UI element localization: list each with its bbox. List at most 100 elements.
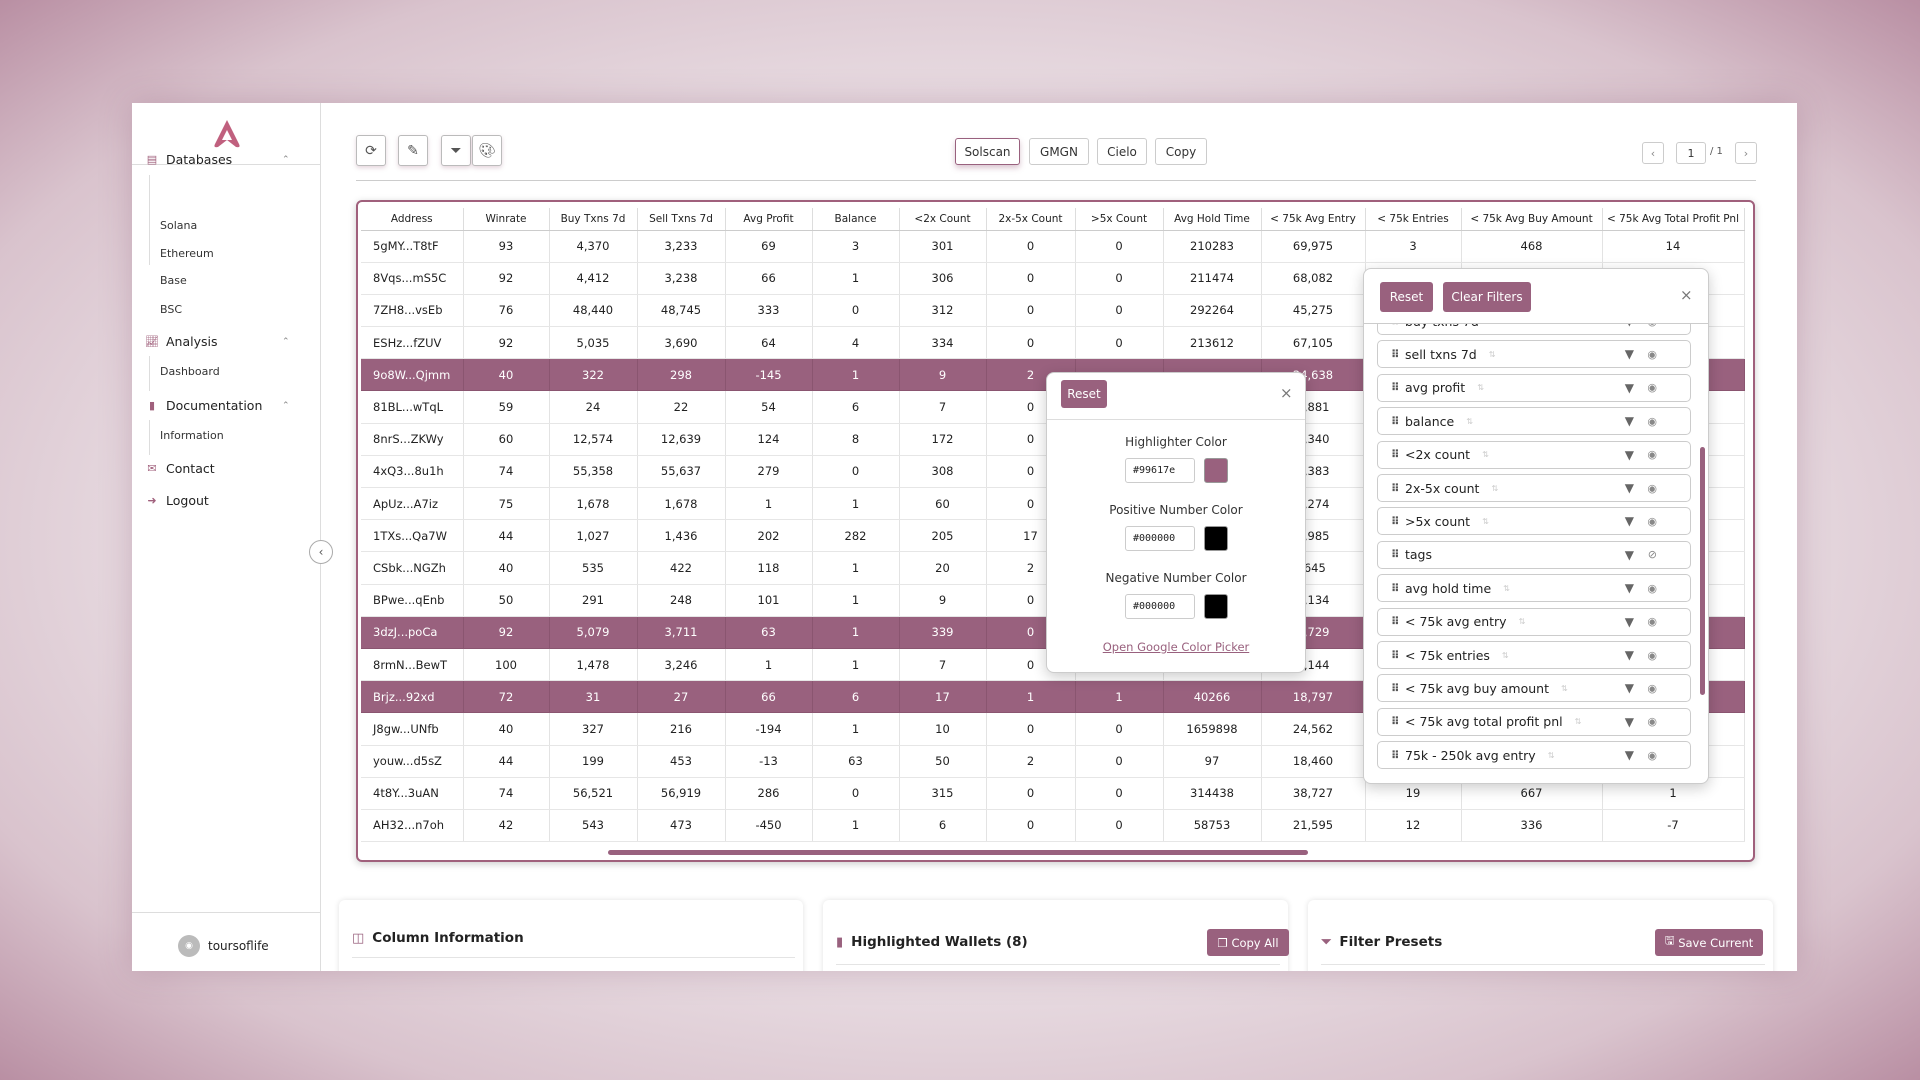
drag-handle-icon[interactable]: ⠿ — [1391, 414, 1400, 428]
drag-handle-icon[interactable]: ⠿ — [1391, 514, 1400, 528]
eye-icon[interactable]: ◉ — [1647, 448, 1657, 462]
filter-icon[interactable]: ▼ — [1624, 614, 1634, 629]
palette-button[interactable]: 🎨︎ — [472, 135, 502, 166]
sort-icon[interactable]: ⇅ — [1574, 717, 1582, 727]
wallet-address-cell[interactable]: 8rmN...BewT — [361, 648, 464, 682]
column-header[interactable]: 2x-5x Count — [986, 208, 1076, 231]
column-item[interactable]: ⠿ >5x count ⇅ ▼ ◉ — [1377, 507, 1691, 536]
filter-icon[interactable]: ▼ — [1624, 380, 1634, 395]
column-header[interactable]: >5x Count — [1075, 208, 1164, 231]
sort-icon[interactable]: ⇅ — [1547, 750, 1555, 760]
filter-reset-button[interactable]: Reset — [1380, 282, 1433, 312]
sort-icon[interactable]: ⇅ — [1503, 583, 1510, 593]
sort-icon[interactable]: ⇅ — [1561, 683, 1568, 693]
table-row[interactable]: 8Vqs...mS5C 92 4,412 3,238 66 1 306 0 0 211474 68,… — [361, 262, 1745, 295]
eye-icon[interactable]: ◉ — [1647, 615, 1657, 629]
column-header[interactable]: Avg Hold Time — [1163, 208, 1262, 231]
positive-color-input[interactable]: #000000 — [1125, 526, 1195, 551]
column-item[interactable]: ⠿ tags ▼ ⊘ — [1377, 540, 1691, 569]
drag-handle-icon[interactable]: ⠿ — [1391, 715, 1400, 729]
eye-icon[interactable]: ◉ — [1647, 715, 1657, 729]
drag-handle-icon[interactable]: ⠿ — [1391, 448, 1400, 462]
sidebar-item-solana[interactable]: Solana — [160, 219, 198, 232]
positive-color-swatch[interactable] — [1204, 526, 1228, 551]
filter-button[interactable]: ⏷ — [441, 135, 471, 166]
wallet-address-cell[interactable]: 4xQ3...8u1h — [361, 455, 464, 489]
drag-handle-icon[interactable]: ⠿ — [1391, 548, 1400, 562]
solscan-button[interactable]: Solscan — [955, 138, 1020, 165]
column-header[interactable]: < 75k Avg Entry — [1261, 208, 1366, 231]
eye-icon[interactable]: ◉ — [1647, 748, 1657, 762]
wallet-address-cell[interactable]: ApUz...A7iz — [361, 487, 464, 521]
column-header[interactable]: < 75k Avg Total Profit Pnl — [1602, 208, 1745, 231]
column-item[interactable]: ⠿ < 75k entries ⇅ ▼ ◉ — [1377, 641, 1691, 669]
sort-icon[interactable]: ⇅ — [1482, 450, 1489, 460]
prev-page-button[interactable]: ‹ — [1642, 142, 1664, 164]
eye-icon[interactable]: ◉ — [1647, 681, 1657, 695]
sort-icon[interactable]: ⇅ — [1501, 650, 1509, 660]
filter-icon[interactable]: ▼ — [1624, 714, 1634, 729]
sidebar-item-information[interactable]: Information — [160, 429, 224, 442]
column-header[interactable]: Buy Txns 7d — [549, 208, 638, 231]
sidebar-item-contact[interactable]: ✉ Contact — [146, 461, 214, 476]
sidebar-item-bsc[interactable]: BSC — [160, 303, 183, 316]
drag-handle-icon[interactable]: ⠿ — [1391, 481, 1400, 495]
edit-button[interactable]: ✎ — [398, 135, 428, 166]
column-item[interactable]: ⠿buy txns 7d ⇅ ▼ ◉ — [1377, 324, 1691, 335]
column-item[interactable]: ⠿ avg profit ⇅ ▼ ◉ — [1377, 373, 1691, 402]
wallet-address-cell[interactable]: 8Vqs...mS5C — [361, 262, 464, 295]
column-item[interactable]: ⠿ sell txns 7d ⇅ ▼ ◉ — [1377, 340, 1691, 369]
sort-icon[interactable]: ⇅ — [1491, 483, 1499, 493]
drag-handle-icon[interactable]: ⠿ — [1391, 681, 1400, 695]
eye-icon[interactable]: ◉ — [1647, 481, 1657, 495]
drag-handle-icon[interactable]: ⠿ — [1391, 347, 1400, 361]
negative-color-swatch[interactable] — [1204, 594, 1228, 619]
column-item[interactable]: ⠿ 2x-5x count ⇅ ▼ ◉ — [1377, 474, 1691, 502]
table-row[interactable]: 5gMY...T8tF 93 4,370 3,233 69 3 301 0 0 210283 69,… — [361, 230, 1745, 263]
next-page-button[interactable]: › — [1735, 142, 1757, 164]
sidebar-section-documentation[interactable]: ▮ Documentation ⌃ — [146, 398, 290, 413]
google-color-picker-link[interactable]: Open Google Color Picker — [1102, 640, 1250, 654]
column-header[interactable]: Sell Txns 7d — [637, 208, 726, 231]
cielo-button[interactable]: Cielo — [1097, 138, 1147, 165]
drag-handle-icon[interactable]: ⠿ — [1391, 748, 1400, 762]
column-header[interactable]: Balance — [812, 208, 900, 231]
wallet-address-cell[interactable]: AH32...n7oh — [361, 809, 464, 843]
drag-handle-icon[interactable]: ⠿ — [1391, 648, 1400, 662]
filter-icon[interactable]: ▼ — [1624, 447, 1634, 462]
filter-icon[interactable]: ▼ — [1624, 481, 1634, 495]
wallet-address-cell[interactable]: 8nrS...ZKWy — [361, 423, 464, 456]
column-header[interactable]: <2x Count — [899, 208, 987, 231]
wallet-address-cell[interactable]: Brjz...92xd — [361, 680, 464, 714]
horizontal-scrollbar[interactable] — [608, 850, 1308, 855]
filter-icon[interactable]: ▼ — [1624, 681, 1634, 696]
column-item[interactable]: ⠿ <2x count ⇅ ▼ ◉ — [1377, 440, 1691, 469]
filter-icon[interactable]: ▼ — [1624, 514, 1634, 529]
eye-icon[interactable]: ◉ — [1647, 381, 1657, 395]
wallet-address-cell[interactable]: 7ZH8...vsEb — [361, 294, 464, 328]
eye-icon[interactable]: ◉ — [1647, 648, 1657, 662]
sort-icon[interactable]: ⇅ — [1488, 349, 1496, 359]
sidebar-section-databases[interactable]: ▤ Databases ⌃ — [146, 152, 290, 167]
eye-icon[interactable]: ◉ — [1647, 581, 1657, 595]
highlighter-color-input[interactable]: #99617e — [1125, 458, 1195, 483]
filter-icon[interactable]: ▼ — [1625, 324, 1634, 328]
drag-handle-icon[interactable]: ⠿ — [1391, 581, 1400, 595]
save-current-button[interactable]: 🖫︎ Save Current — [1655, 929, 1763, 956]
column-header[interactable]: Winrate — [463, 208, 550, 231]
sidebar-item-logout[interactable]: ➜ Logout — [146, 493, 208, 508]
filter-icon[interactable]: ▼ — [1624, 648, 1634, 662]
user-profile[interactable]: ◉ toursoflife — [178, 935, 269, 957]
eye-icon[interactable]: ◉ — [1647, 324, 1657, 328]
close-icon[interactable]: × — [1680, 286, 1693, 304]
filter-icon[interactable]: ▼ — [1624, 748, 1634, 763]
column-header[interactable]: Avg Profit — [725, 208, 813, 231]
sort-icon[interactable]: ⇅ — [1491, 324, 1498, 326]
column-item[interactable]: ⠿ 75k - 250k avg entry ⇅ ▼ ◉ — [1377, 741, 1691, 770]
highlighter-color-swatch[interactable] — [1204, 458, 1228, 483]
sort-icon[interactable]: ⇅ — [1518, 617, 1526, 627]
sort-icon[interactable]: ⇅ — [1477, 383, 1484, 393]
clear-filters-button[interactable]: Clear Filters — [1443, 282, 1531, 312]
filter-icon[interactable]: ▼ — [1624, 414, 1634, 429]
column-header[interactable]: < 75k Avg Buy Amount — [1461, 208, 1603, 231]
